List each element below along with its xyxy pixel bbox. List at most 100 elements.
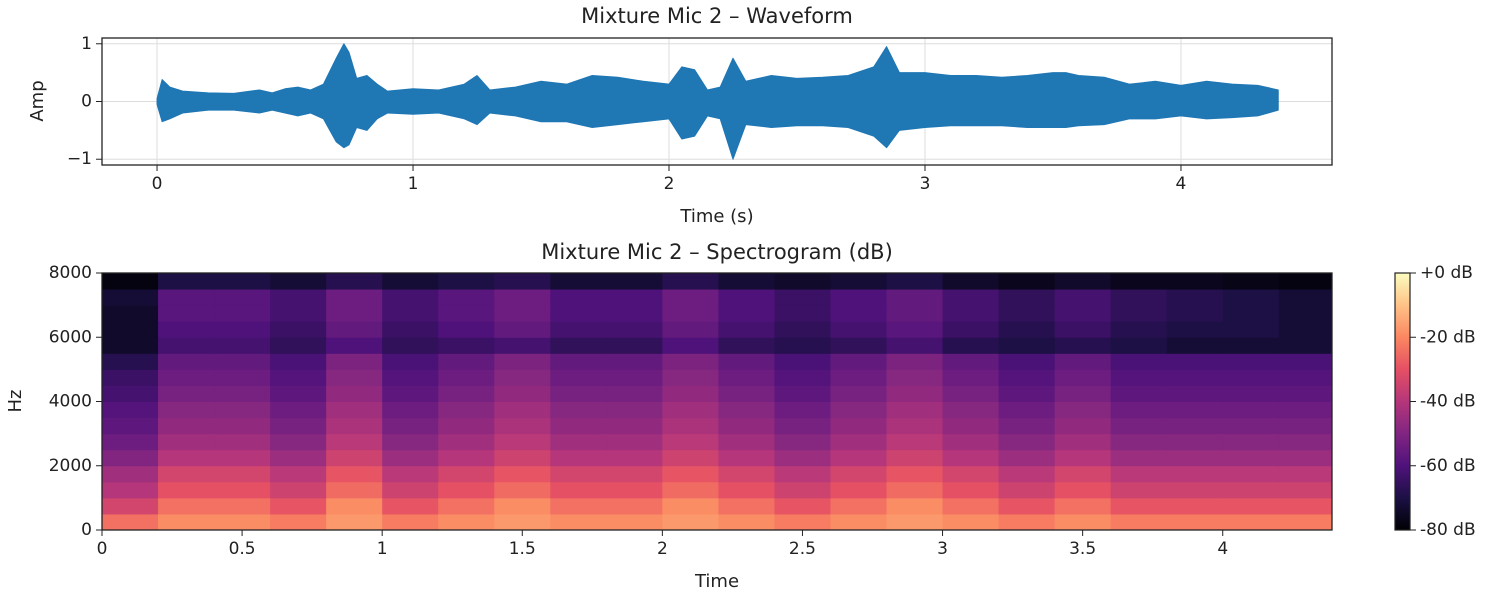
heatmap-cell — [550, 385, 607, 402]
heatmap-cell — [1278, 337, 1333, 354]
heatmap-cell — [1222, 385, 1280, 402]
heatmap-cell — [1222, 353, 1280, 370]
heatmap-cell — [158, 513, 215, 531]
heatmap-cell — [214, 417, 271, 435]
heatmap-cell — [326, 497, 383, 515]
heatmap-cell — [998, 417, 1056, 435]
heatmap-cell — [494, 497, 551, 515]
heatmap-cell — [382, 337, 439, 354]
heatmap-cell — [550, 497, 607, 515]
heatmap-cell — [1278, 273, 1333, 290]
heatmap-cell — [830, 513, 888, 531]
y-tick-label: 8000 — [49, 263, 92, 283]
x-tick-label: 3.5 — [1069, 539, 1096, 559]
heatmap-cell — [270, 369, 327, 386]
heatmap-cell — [1222, 321, 1280, 338]
heatmap-cell — [494, 481, 551, 499]
heatmap-cell — [382, 321, 439, 338]
heatmap-cell — [1278, 321, 1333, 338]
heatmap-cell — [326, 289, 383, 306]
heatmap-cell — [1054, 497, 1112, 515]
heatmap-cell — [102, 273, 159, 290]
heatmap-cell — [774, 353, 831, 370]
x-tick-label: 1 — [408, 174, 419, 194]
heatmap-cell — [886, 497, 944, 515]
heatmap-cell — [1054, 449, 1112, 467]
heatmap-cell — [158, 417, 215, 435]
heatmap-cell — [214, 513, 271, 531]
heatmap-cell — [270, 305, 327, 322]
heatmap-cell — [662, 481, 719, 499]
heatmap-cell — [326, 417, 383, 435]
heatmap-cell — [1222, 433, 1280, 451]
heatmap-cell — [942, 289, 1000, 306]
heatmap-cell — [942, 481, 1000, 499]
heatmap-cell — [494, 321, 551, 338]
heatmap-cell — [886, 353, 944, 370]
heatmap-cell — [606, 289, 663, 306]
heatmap-cell — [382, 353, 439, 370]
heatmap-cell — [494, 513, 551, 531]
heatmap-cell — [270, 481, 327, 499]
heatmap-cell — [438, 433, 495, 451]
heatmap-cell — [830, 369, 888, 386]
heatmap-cell — [270, 289, 327, 306]
heatmap-cell — [1054, 369, 1112, 386]
heatmap-cell — [438, 401, 495, 419]
heatmap-cell — [886, 385, 944, 402]
heatmap-cell — [158, 369, 215, 386]
heatmap-cell — [718, 353, 775, 370]
heatmap-cell — [270, 273, 327, 290]
heatmap-cell — [438, 337, 495, 354]
heatmap-cell — [326, 369, 383, 386]
heatmap-cell — [102, 481, 159, 499]
y-tick-label: 6000 — [49, 327, 92, 347]
heatmap-cell — [382, 465, 439, 483]
heatmap-cell — [550, 401, 607, 419]
heatmap-cell — [1110, 513, 1168, 531]
x-tick-label: 2.5 — [789, 539, 816, 559]
heatmap-cell — [158, 385, 215, 402]
heatmap-cell — [214, 449, 271, 467]
heatmap-cell — [438, 513, 495, 531]
heatmap-cell — [718, 465, 775, 483]
heatmap-cell — [270, 433, 327, 451]
waveform-envelope — [156, 43, 1279, 102]
heatmap-cell — [942, 465, 1000, 483]
heatmap-cell — [1054, 273, 1112, 290]
heatmap-cell — [1278, 369, 1333, 386]
heatmap-cell — [214, 353, 271, 370]
heatmap-cell — [1278, 401, 1333, 419]
x-tick-label: 1.5 — [509, 539, 536, 559]
heatmap-cell — [158, 449, 215, 467]
heatmap-cell — [662, 305, 719, 322]
y-axis-label: Amp — [27, 80, 48, 121]
heatmap-cell — [438, 353, 495, 370]
heatmap-cell — [102, 401, 159, 419]
heatmap-cell — [942, 369, 1000, 386]
axes-frame — [101, 272, 1333, 531]
heatmap-cell — [214, 337, 271, 354]
heatmap-cell — [998, 481, 1056, 499]
heatmap-cell — [382, 497, 439, 515]
heatmap-cell — [1222, 465, 1280, 483]
x-tick-label: 4 — [1217, 539, 1228, 559]
heatmap-cell — [774, 513, 831, 531]
heatmap-cell — [606, 433, 663, 451]
heatmap-cell — [662, 321, 719, 338]
heatmap-cell — [1166, 369, 1224, 386]
heatmap-cell — [774, 449, 831, 467]
heatmap-cell — [1166, 273, 1224, 290]
heatmap-cell — [326, 433, 383, 451]
heatmap-cell — [998, 497, 1056, 515]
heatmap-cell — [1278, 433, 1333, 451]
waveform-envelope — [156, 101, 1279, 160]
heatmap-cell — [550, 465, 607, 483]
heatmap-cell — [942, 401, 1000, 419]
heatmap-cell — [326, 385, 383, 402]
heatmap-cell — [438, 273, 495, 290]
heatmap-cell — [438, 481, 495, 499]
heatmap-cell — [1166, 289, 1224, 306]
heatmap-cell — [774, 369, 831, 386]
heatmap-cell — [550, 273, 607, 290]
